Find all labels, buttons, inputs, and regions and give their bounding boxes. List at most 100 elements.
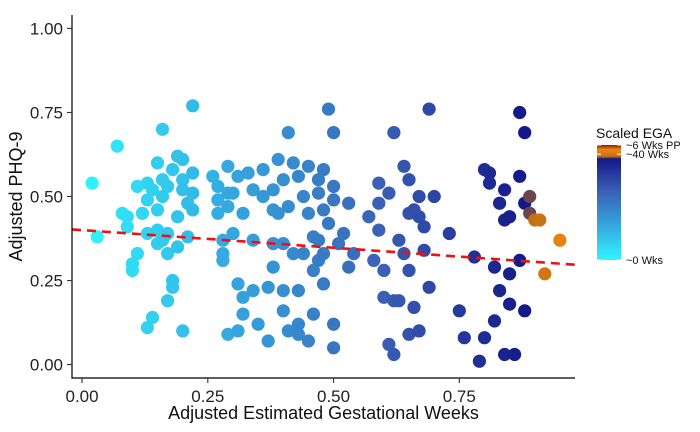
data-point <box>402 173 416 187</box>
data-point <box>246 233 260 247</box>
data-point <box>241 166 255 180</box>
data-point <box>327 317 341 331</box>
data-point <box>327 126 341 140</box>
data-point <box>477 331 492 345</box>
data-point <box>372 176 386 190</box>
data-point <box>518 304 532 318</box>
data-point <box>487 260 502 274</box>
data-point <box>321 102 336 116</box>
x-tick-label: 0.75 <box>443 387 476 406</box>
data-point <box>186 203 200 217</box>
data-point <box>321 216 336 230</box>
data-point <box>140 193 154 207</box>
data-point <box>422 102 436 116</box>
data-point <box>412 189 426 204</box>
data-point <box>246 183 260 197</box>
data-point <box>296 247 310 261</box>
data-point <box>523 189 537 204</box>
x-tick-label: 0.00 <box>66 387 99 406</box>
data-point <box>382 186 396 200</box>
data-point <box>367 253 381 267</box>
data-point <box>130 179 144 193</box>
y-tick-label: 0.25 <box>30 272 63 291</box>
data-point <box>216 253 230 267</box>
legend-label: ~40 Wks <box>626 149 670 161</box>
data-point <box>311 173 326 187</box>
data-point <box>427 189 441 204</box>
data-point <box>498 347 512 362</box>
data-point <box>161 294 175 308</box>
data-point <box>251 317 265 331</box>
data-point <box>256 189 270 204</box>
data-point <box>276 173 290 187</box>
data-point <box>377 263 391 277</box>
y-axis-title: Adjusted PHQ-9 <box>6 131 26 261</box>
data-point <box>140 321 154 335</box>
data-point <box>256 163 270 177</box>
data-point <box>206 169 220 183</box>
data-point <box>407 300 421 314</box>
data-point <box>176 183 190 197</box>
data-point <box>236 290 250 304</box>
data-point <box>161 247 175 261</box>
data-point <box>120 210 134 224</box>
data-point <box>387 126 401 140</box>
data-point <box>442 226 456 241</box>
data-point <box>120 220 134 234</box>
data-point <box>271 152 285 167</box>
data-point <box>276 284 290 298</box>
data-point <box>176 152 190 167</box>
data-point <box>337 226 351 241</box>
data-point <box>291 284 305 298</box>
data-point <box>518 126 532 140</box>
data-point <box>306 263 320 277</box>
data-point <box>513 253 527 267</box>
data-point <box>286 156 300 170</box>
data-point <box>246 284 260 298</box>
legend-title: Scaled EGA <box>596 125 673 141</box>
data-point <box>145 183 160 197</box>
x-tick-label: 0.50 <box>317 387 350 406</box>
data-point <box>316 247 331 261</box>
data-point <box>301 159 315 173</box>
trend-layer <box>71 228 576 266</box>
y-tick-label: 0.50 <box>30 188 63 207</box>
data-point <box>276 304 290 318</box>
data-point <box>327 179 341 193</box>
data-point <box>281 324 295 338</box>
data-point <box>493 284 507 298</box>
data-point <box>498 183 512 197</box>
data-point <box>161 179 175 193</box>
data-point <box>316 163 331 177</box>
data-point <box>342 260 356 274</box>
data-point <box>150 223 165 237</box>
data-point <box>130 247 144 261</box>
data-point <box>513 105 527 120</box>
data-point <box>236 307 250 321</box>
data-point <box>171 240 185 254</box>
data-point <box>417 220 431 234</box>
legend: Scaled EGA ~6 Wks PP~40 Wks ~0 Wks <box>596 125 681 267</box>
data-point <box>507 347 522 362</box>
data-point <box>166 163 180 177</box>
data-point <box>387 347 401 362</box>
data-point <box>236 206 250 220</box>
data-point <box>402 263 416 277</box>
data-point <box>161 226 175 241</box>
data-point <box>181 230 195 244</box>
data-point <box>362 210 376 224</box>
data-point <box>231 169 245 183</box>
data-point <box>487 314 502 328</box>
data-point <box>372 196 386 210</box>
data-point <box>291 317 305 331</box>
data-point <box>261 334 275 348</box>
data-point <box>261 280 275 294</box>
data-point <box>150 203 165 217</box>
data-point <box>266 260 280 274</box>
data-point <box>503 267 517 281</box>
data-point <box>176 173 190 187</box>
data-point <box>226 186 240 200</box>
data-point <box>327 341 341 355</box>
data-point <box>467 250 481 264</box>
